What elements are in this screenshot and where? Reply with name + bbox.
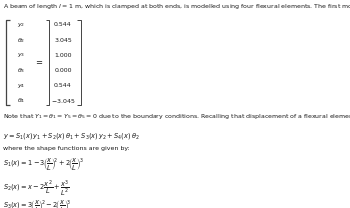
Text: $S_2(x) = x - 2\dfrac{x^2}{L} + \dfrac{x^3}{L^2}$: $S_2(x) = x - 2\dfrac{x^2}{L} + \dfrac{x… [3, 178, 69, 198]
Text: $\theta_2$: $\theta_2$ [17, 36, 25, 45]
Text: 1.000: 1.000 [54, 53, 72, 58]
Text: A beam of length $l = 1$ m, which is clamped at both ends, is modelled using fou: A beam of length $l = 1$ m, which is cla… [3, 2, 350, 11]
Text: $S_1(x) = 1 - 3\!\left(\dfrac{x}{L}\right)^{\!2} + 2\!\left(\dfrac{x}{L}\right)^: $S_1(x) = 1 - 3\!\left(\dfrac{x}{L}\righ… [3, 157, 83, 173]
Text: 3.045: 3.045 [54, 38, 72, 43]
Text: $y_3$: $y_3$ [17, 51, 25, 59]
Text: 0.544: 0.544 [54, 83, 72, 88]
Text: $y = S_1(x)\,y_1 + S_2(x)\,\theta_1 + S_3(x)\,y_2 + S_4(x)\,\theta_2$: $y = S_1(x)\,y_1 + S_2(x)\,\theta_1 + S_… [3, 131, 139, 141]
Text: 0.000: 0.000 [54, 68, 72, 73]
Text: $y_4$: $y_4$ [17, 82, 25, 90]
Text: =: = [35, 58, 42, 67]
Text: 0.544: 0.544 [54, 22, 72, 27]
Text: where the shape functions are given by:: where the shape functions are given by: [3, 146, 130, 151]
Text: $S_3(x) = 3\!\left(\dfrac{x}{L}\right)^{\!2} - 2\!\left(\dfrac{x}{L}\right)^{\!3: $S_3(x) = 3\!\left(\dfrac{x}{L}\right)^{… [3, 199, 71, 208]
Text: $-3.045$: $-3.045$ [51, 97, 75, 105]
Text: $\theta_3$: $\theta_3$ [17, 66, 25, 75]
Text: Note that $Y_1 = \theta_1 = Y_5 = \theta_5 = 0$ due to the boundary conditions. : Note that $Y_1 = \theta_1 = Y_5 = \theta… [3, 112, 350, 121]
Text: $y_2$: $y_2$ [17, 21, 25, 29]
Text: $\theta_4$: $\theta_4$ [17, 97, 25, 105]
